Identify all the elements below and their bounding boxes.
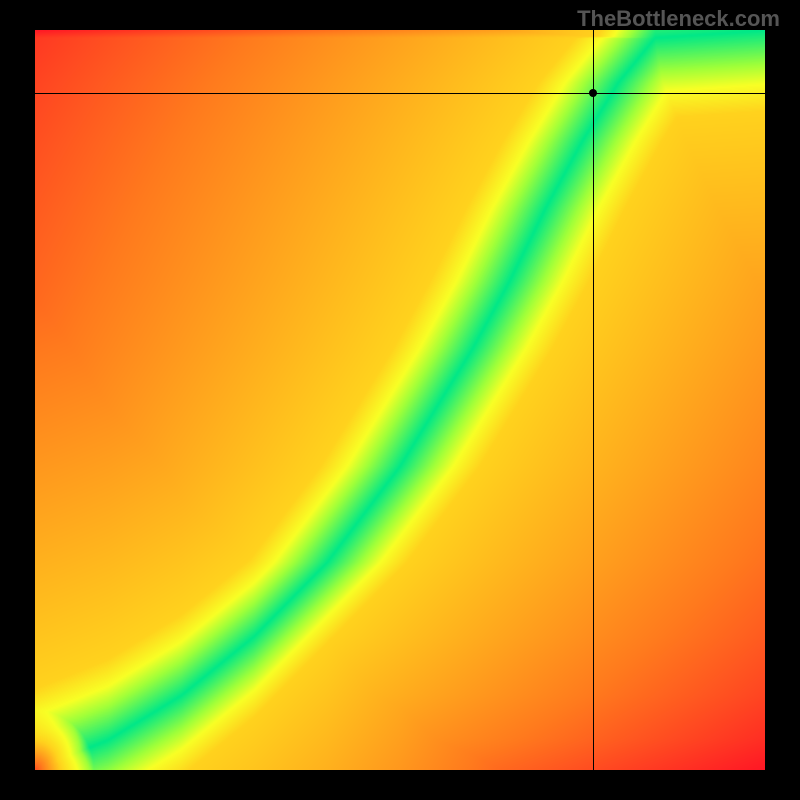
crosshair-horizontal (35, 93, 765, 94)
bottleneck-heatmap (35, 30, 765, 770)
root: TheBottleneck.com (0, 0, 800, 800)
crosshair-vertical (593, 30, 594, 770)
watermark-text: TheBottleneck.com (577, 6, 780, 32)
